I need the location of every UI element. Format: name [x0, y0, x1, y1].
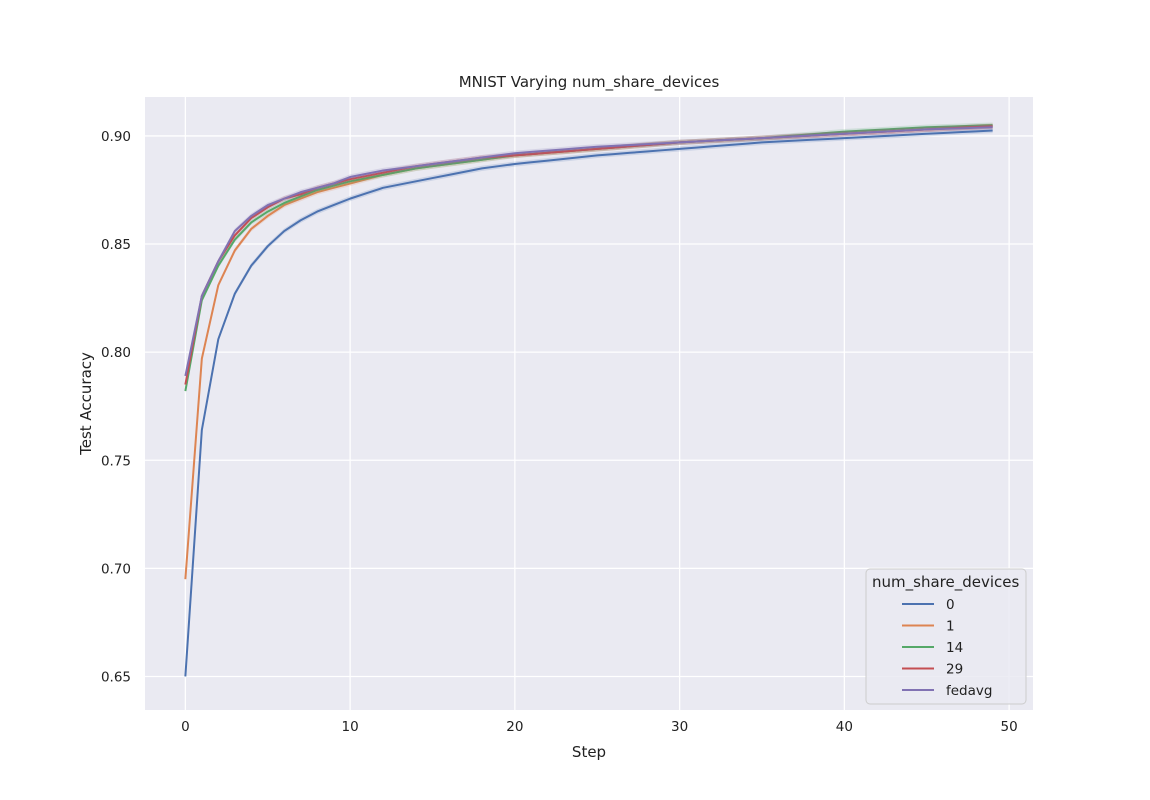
y-tick-label: 0.75	[101, 453, 131, 469]
legend-title: num_share_devices	[872, 573, 1019, 592]
x-tick-label: 0	[181, 719, 190, 735]
y-tick-label: 0.65	[101, 669, 131, 685]
x-tick-label: 20	[506, 719, 523, 735]
grid-lines	[145, 97, 1033, 710]
legend-label-14: 14	[946, 640, 963, 656]
legend-label-fedavg: fedavg	[946, 683, 992, 699]
y-tick-label: 0.70	[101, 561, 131, 577]
y-tick-label: 0.80	[101, 345, 131, 361]
y-tick-label: 0.85	[101, 237, 131, 253]
x-tick-label: 50	[1001, 719, 1018, 735]
chart-title: MNIST Varying num_share_devices	[459, 73, 720, 92]
x-tick-label: 10	[342, 719, 359, 735]
series-line-fedavg	[184, 126, 993, 377]
y-axis-ticks: 0.65 0.70 0.75 0.80 0.85 0.90	[101, 129, 131, 686]
y-axis-label: Test Accuracy	[77, 352, 95, 456]
series-lines	[184, 122, 993, 680]
y-tick-label: 0.90	[101, 129, 131, 145]
legend-label-1: 1	[946, 619, 955, 635]
legend: num_share_devices 0 1 14 29 fedavg	[865, 568, 1027, 705]
x-axis-label: Step	[572, 743, 606, 761]
legend-items: 0 1 14 29 fedavg	[902, 597, 992, 699]
x-tick-label: 30	[671, 719, 688, 735]
legend-box	[865, 568, 1027, 705]
series-line-0	[184, 129, 993, 677]
legend-label-29: 29	[946, 662, 963, 678]
x-axis-ticks: 0 10 20 30 40 50	[181, 719, 1018, 735]
x-tick-label: 40	[836, 719, 853, 735]
legend-label-0: 0	[946, 597, 955, 613]
